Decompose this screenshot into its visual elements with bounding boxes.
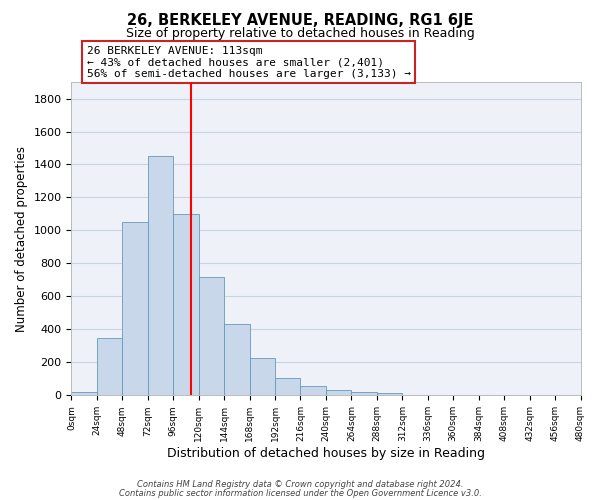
Bar [326, 390, 352, 396]
Bar [301, 386, 326, 396]
Text: Size of property relative to detached houses in Reading: Size of property relative to detached ho… [125, 28, 475, 40]
Text: 26 BERKELEY AVENUE: 113sqm
← 43% of detached houses are smaller (2,401)
56% of s: 26 BERKELEY AVENUE: 113sqm ← 43% of deta… [86, 46, 410, 79]
Bar [377, 393, 403, 396]
X-axis label: Distribution of detached houses by size in Reading: Distribution of detached houses by size … [167, 447, 485, 460]
Bar [71, 392, 97, 396]
Bar [122, 222, 148, 396]
Bar [97, 338, 122, 396]
Bar [199, 276, 224, 396]
Text: Contains public sector information licensed under the Open Government Licence v3: Contains public sector information licen… [119, 488, 481, 498]
Bar [173, 214, 199, 396]
Y-axis label: Number of detached properties: Number of detached properties [15, 146, 28, 332]
Bar [250, 358, 275, 396]
Text: 26, BERKELEY AVENUE, READING, RG1 6JE: 26, BERKELEY AVENUE, READING, RG1 6JE [127, 12, 473, 28]
Bar [148, 156, 173, 396]
Bar [224, 324, 250, 396]
Bar [275, 378, 301, 396]
Bar [352, 392, 377, 396]
Text: Contains HM Land Registry data © Crown copyright and database right 2024.: Contains HM Land Registry data © Crown c… [137, 480, 463, 489]
Bar [403, 394, 428, 396]
